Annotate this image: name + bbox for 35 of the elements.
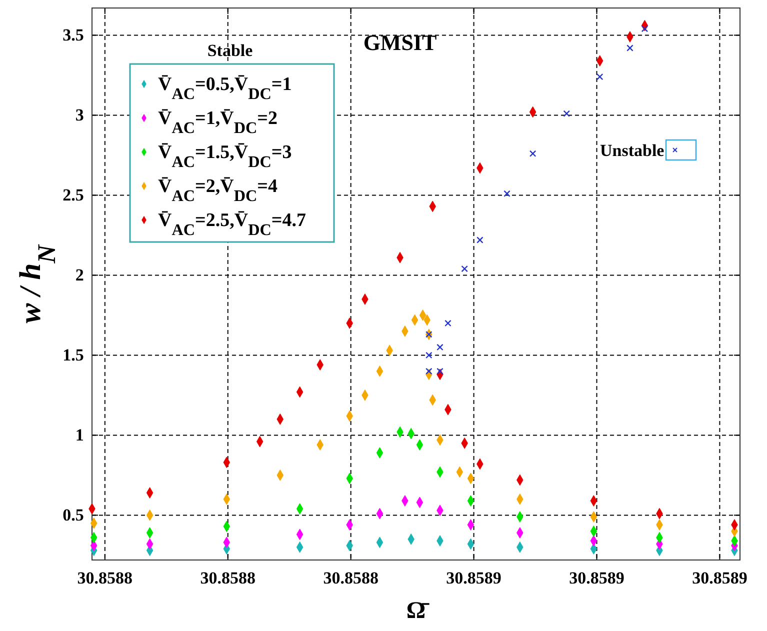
point xyxy=(436,344,444,351)
y-tick-label: 0.5 xyxy=(62,506,84,525)
text: Unstable xyxy=(600,141,665,160)
point xyxy=(529,150,536,157)
y-tick-label: 2 xyxy=(75,266,84,285)
point xyxy=(504,190,510,197)
point xyxy=(626,44,634,52)
y-tick-label: 2.5 xyxy=(62,186,84,205)
point xyxy=(436,368,444,375)
y-tick-label: 3.5 xyxy=(62,26,84,45)
x-tick-label: 30.8588 xyxy=(200,568,256,588)
x-tick-label: 30.8589 xyxy=(446,568,502,588)
x-tick-label: 30.8589 xyxy=(569,568,624,588)
point xyxy=(461,265,468,272)
x-tick-label: 30.8588 xyxy=(77,568,133,588)
x-axis-title: Ω̄ xyxy=(406,598,430,624)
text: GMSIT xyxy=(363,30,437,55)
point xyxy=(476,236,484,244)
legend-title: Stable xyxy=(207,41,254,60)
legend-label: V̄$_{AC}$=1.5,V̄$_{DC}$=3 xyxy=(158,142,292,170)
point xyxy=(426,352,432,359)
x-tick-label: 30.8589 xyxy=(692,568,748,588)
point xyxy=(641,25,648,32)
y-tick-label: 1 xyxy=(75,426,84,445)
point xyxy=(444,320,452,327)
y-tick-label: 1.5 xyxy=(62,346,84,365)
legend-label: V̄$_{AC}$=2.5,V̄$_{DC}$=4.7 xyxy=(158,210,306,238)
point xyxy=(563,110,570,117)
legend-label: V̄$_{AC}$=1,V̄$_{DC}$=2 xyxy=(158,108,278,136)
point xyxy=(596,73,604,80)
legend-label: V̄$_{AC}$=0.5,V̄$_{DC}$=1 xyxy=(158,74,292,102)
x-tick-label: 30.8588 xyxy=(323,568,378,588)
point xyxy=(426,368,432,375)
y-tick-label: 3 xyxy=(75,106,84,125)
legend-label: V̄$_{AC}$=2,V̄$_{DC}$=4 xyxy=(158,176,278,204)
